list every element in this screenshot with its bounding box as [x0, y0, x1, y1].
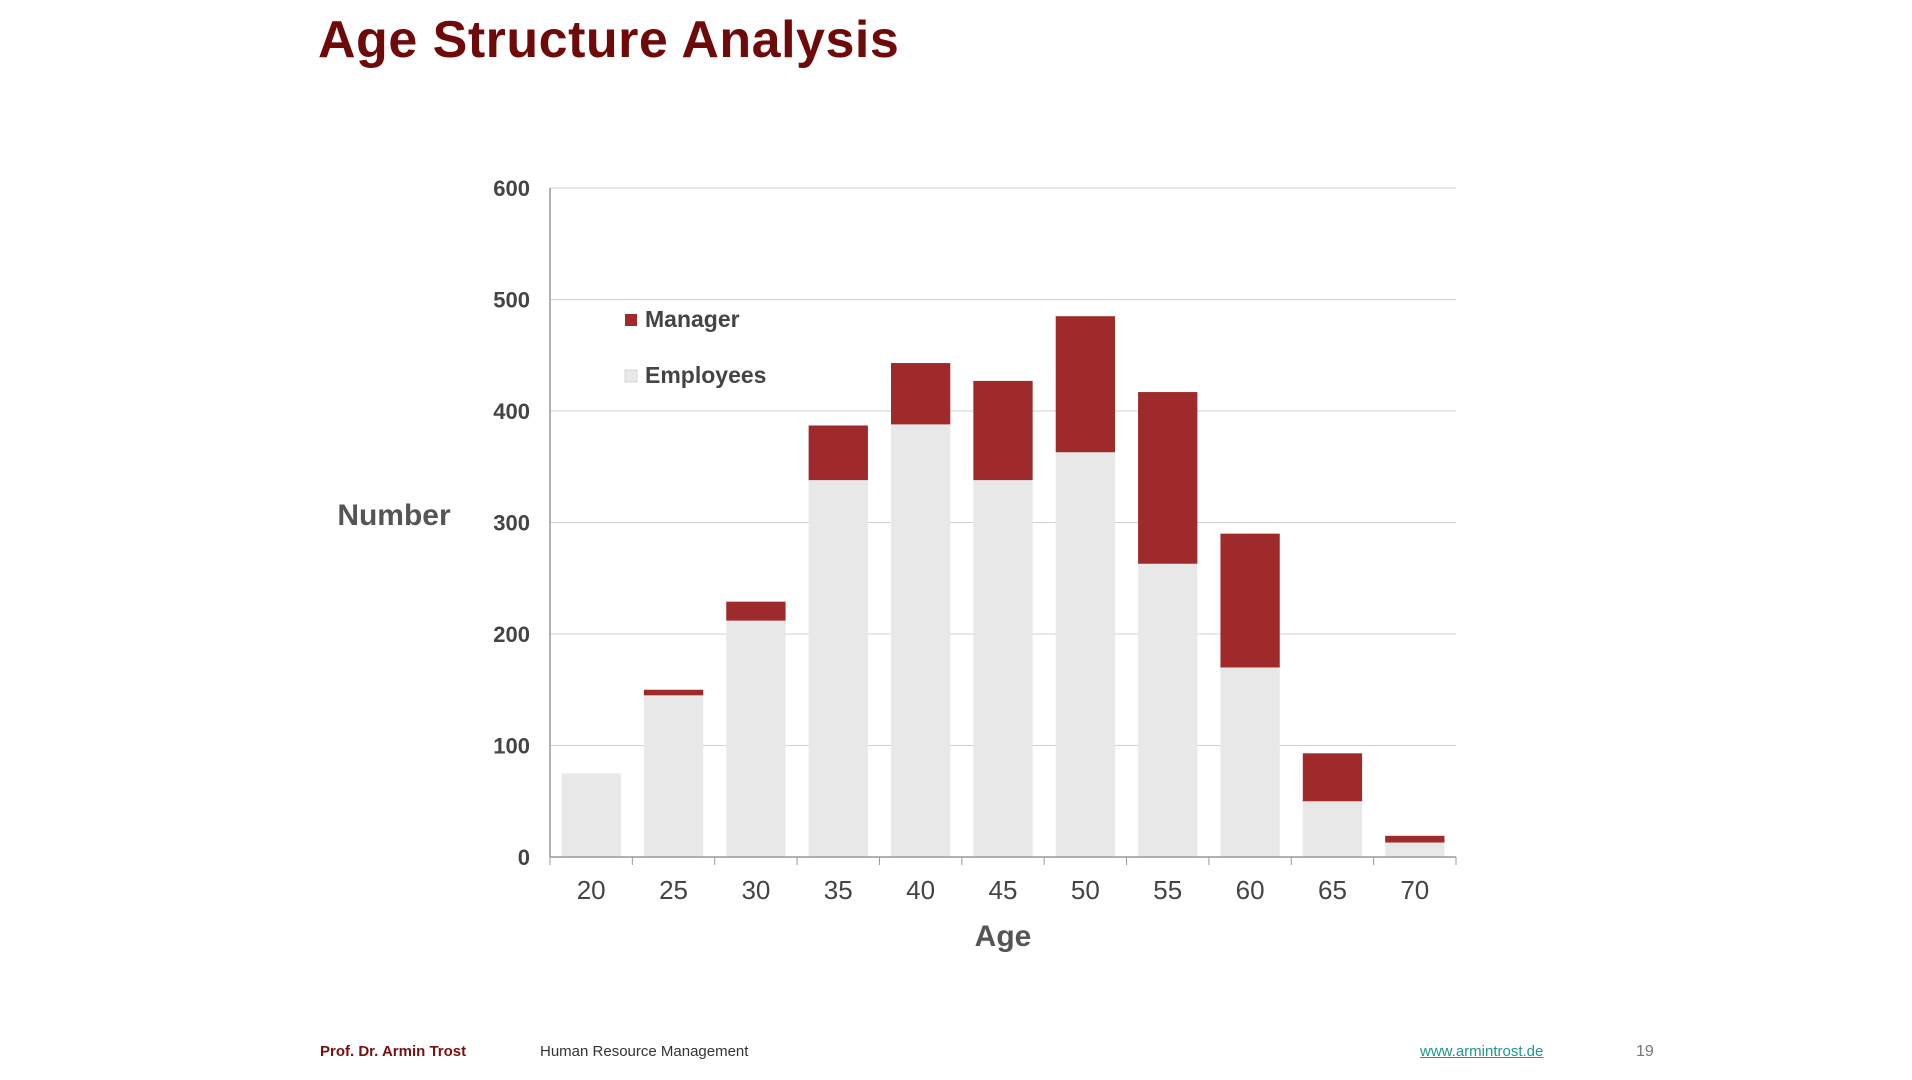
x-tick-label: 50	[1071, 875, 1100, 905]
bar-employees	[973, 480, 1033, 857]
x-tick-label: 35	[824, 875, 853, 905]
footer-course: Human Resource Management	[540, 1043, 749, 1060]
y-tick-labels: 0 100 200 300 400 500 600	[493, 176, 530, 870]
y-tick-label: 600	[493, 176, 530, 201]
x-tick-label: 40	[906, 875, 935, 905]
axes	[549, 188, 1457, 865]
footer-author: Prof. Dr. Armin Trost	[320, 1043, 467, 1060]
bar-manager	[726, 601, 786, 621]
age-structure-chart: 0 100 200 300 400 500 600 20 25 30 35 40 45 50 55 60 65…	[337, 176, 1457, 953]
bar-employees	[1385, 842, 1445, 857]
legend-swatch-employees	[624, 369, 638, 383]
x-tick-labels: 20 25 30 35 40 45 50 55 60 65 70	[577, 875, 1430, 905]
bar-manager	[1385, 835, 1445, 843]
x-tick-label: 30	[741, 875, 770, 905]
bar-manager	[890, 363, 951, 425]
bar-employees	[808, 480, 868, 857]
legend-label-employees: Employees	[645, 362, 766, 388]
y-tick-label: 300	[493, 511, 530, 536]
y-tick-label: 100	[493, 734, 530, 759]
bar-employees	[561, 773, 621, 857]
x-axis-label: Age	[975, 920, 1032, 953]
x-tick-label: 65	[1318, 875, 1347, 905]
x-tick-label: 20	[577, 875, 606, 905]
y-tick-label: 400	[493, 399, 530, 424]
x-tick-label: 55	[1153, 875, 1182, 905]
x-tick-label: 25	[659, 875, 688, 905]
bar-manager	[643, 689, 704, 696]
slide-title: Age Structure Analysis	[318, 11, 900, 69]
legend-swatch-manager	[625, 314, 637, 326]
x-tick-label: 70	[1400, 875, 1429, 905]
x-tick-label: 60	[1236, 875, 1265, 905]
bar-employees	[1138, 563, 1198, 857]
bar-manager	[1055, 316, 1116, 453]
footer-website-link[interactable]: www.armintrost.de	[1420, 1043, 1544, 1060]
bar-manager	[808, 425, 868, 481]
bar-manager	[1302, 753, 1363, 802]
legend-label-manager: Manager	[645, 306, 740, 332]
bar-employees	[1302, 801, 1363, 857]
bars	[561, 316, 1445, 857]
y-tick-label: 500	[493, 288, 530, 313]
y-tick-label: 0	[518, 845, 530, 870]
bar-employees	[890, 424, 951, 857]
x-tick-label: 45	[989, 875, 1018, 905]
bar-manager	[973, 380, 1033, 481]
bar-employees	[1055, 452, 1116, 857]
page-number: 19	[1636, 1043, 1654, 1060]
legend: Manager Employees	[624, 306, 766, 388]
y-tick-label: 200	[493, 622, 530, 647]
bar-employees	[1220, 667, 1280, 857]
bar-manager	[1138, 392, 1198, 564]
bar-manager	[1220, 533, 1280, 668]
y-axis-label: Number	[337, 499, 451, 532]
bar-employees	[643, 695, 704, 857]
bar-employees	[726, 620, 786, 857]
